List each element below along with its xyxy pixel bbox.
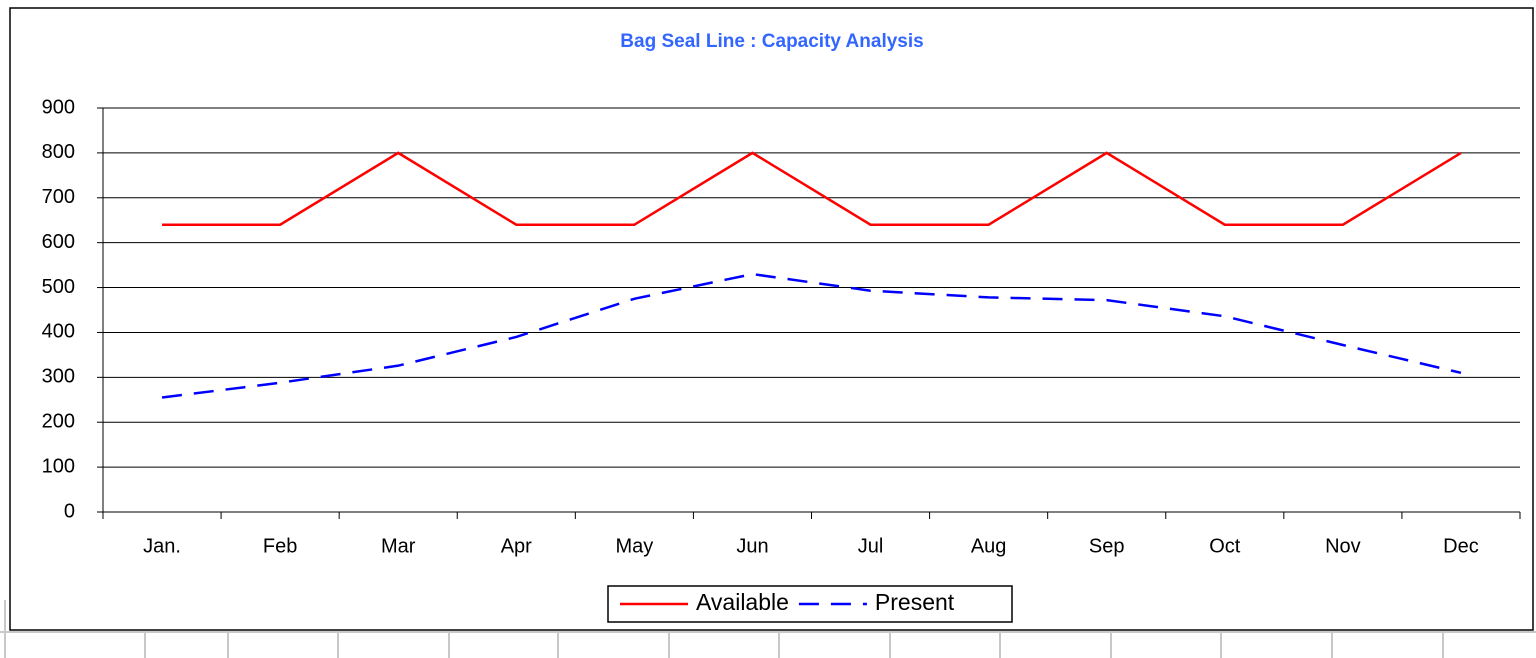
x-tick-label: Jan. [143,535,181,557]
y-tick-label: 400 [42,321,75,343]
x-tick-label: Mar [381,535,416,557]
y-tick-label: 800 [42,141,75,163]
y-tick-label: 900 [42,96,75,118]
x-tick-label: Apr [501,535,532,557]
chart-frame [9,7,1534,631]
x-tick-label: May [615,535,653,557]
chart-title: Bag Seal Line : Capacity Analysis [620,31,923,52]
x-tick-label: Jun [736,535,768,557]
y-tick-label: 600 [42,231,75,253]
x-tick-label: Oct [1209,535,1241,557]
x-tick-label: Nov [1325,535,1361,557]
x-tick-label: Sep [1089,535,1125,557]
y-tick-label: 700 [42,186,75,208]
series-line [161,272,1462,399]
y-tick-label: 100 [42,455,75,477]
y-tick-label: 0 [64,500,75,522]
x-tick-label: Feb [263,535,297,557]
x-tick-label: Dec [1443,535,1479,557]
series-line [162,151,1462,226]
y-tick-label: 300 [42,366,75,388]
legend-label: Available [696,589,789,615]
y-tick-label: 500 [42,276,75,298]
sheet-grid [0,600,1536,658]
x-tick-label: Jul [858,535,884,557]
x-tick-label: Aug [971,535,1007,557]
legend-label: Present [875,589,955,615]
y-tick-label: 200 [42,411,75,433]
